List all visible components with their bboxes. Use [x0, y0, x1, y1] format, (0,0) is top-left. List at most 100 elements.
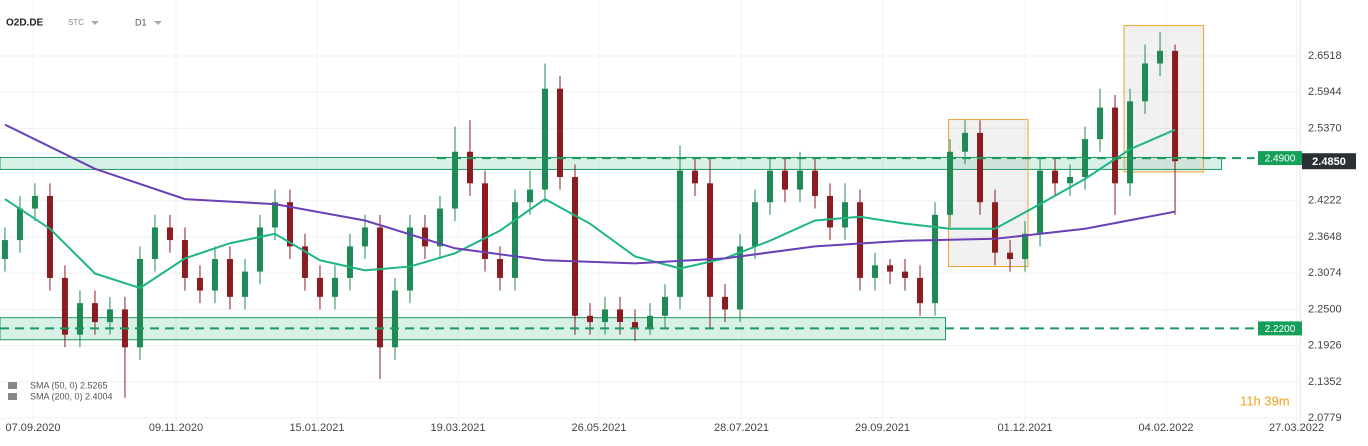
candle-body: [211, 258, 218, 291]
candle-body: [1157, 50, 1164, 64]
y-tick-label: 2.1352: [1308, 376, 1342, 388]
candle-body: [136, 258, 143, 348]
candle-body: [286, 202, 293, 247]
candle-body: [812, 170, 819, 196]
candle-body: [692, 170, 699, 184]
candle-body: [586, 315, 593, 323]
price-tag: [1302, 153, 1356, 170]
candle-body: [466, 151, 473, 184]
x-tick-label: 26.05.2021: [571, 422, 626, 434]
candle-body: [481, 183, 488, 259]
x-tick-label: 04.02.2022: [1139, 422, 1194, 434]
plot: [0, 0, 1300, 430]
candle-body: [647, 315, 653, 329]
candle-body: [857, 202, 864, 278]
level-tag: [1258, 321, 1302, 336]
candle-body: [406, 227, 413, 291]
zone: [0, 156, 1223, 170]
candle-body: [932, 214, 939, 304]
y-tick-label: 2.3074: [1308, 267, 1342, 279]
candle-body: [1022, 233, 1029, 259]
x-tick-label: 01.12.2021: [997, 422, 1052, 434]
y-tick-label: 2.5944: [1308, 86, 1342, 98]
x-tick-label: 27.03.2022: [1269, 422, 1324, 434]
x-tick-label: 19.03.2021: [430, 422, 485, 434]
candle-body: [1, 240, 8, 259]
candle-body: [496, 258, 503, 278]
sma-line: [4, 123, 1176, 265]
dropdown-icon[interactable]: [91, 21, 99, 25]
candle-body: [1067, 176, 1074, 184]
candle-body: [782, 170, 789, 190]
candle-body: [1112, 107, 1119, 184]
candle-body: [662, 296, 669, 316]
candle-body: [1007, 252, 1014, 259]
y-tick-label: 2.5370: [1308, 122, 1342, 134]
candle-body: [917, 277, 924, 304]
candle-body: [166, 227, 173, 241]
candle-body: [872, 265, 879, 278]
interval[interactable]: D1: [135, 17, 147, 27]
candle-body: [1172, 50, 1179, 162]
candle-body: [1037, 170, 1044, 234]
candle-body: [421, 227, 428, 247]
candle-body: [767, 170, 774, 203]
legend-entry: SMA (200, 0) 2.4004: [30, 391, 113, 401]
candle-body: [1142, 63, 1149, 102]
candle-body: [842, 202, 849, 228]
timer: 11h 39m: [1240, 393, 1290, 408]
x-tick-label: 09.11.2020: [149, 422, 203, 434]
level-tag: [1258, 151, 1302, 166]
candle-body: [106, 309, 113, 323]
candle-body: [677, 170, 684, 297]
candle-body: [361, 227, 368, 247]
candle-body: [947, 151, 954, 215]
y-tick-label: 2.3648: [1308, 231, 1342, 243]
level-label: 2.2200: [1265, 324, 1296, 335]
legend-icon: [8, 382, 17, 389]
candle-body: [722, 296, 729, 310]
candle-body: [977, 132, 984, 203]
x-tick-label: 29.09.2021: [855, 422, 910, 434]
candle-body: [752, 202, 759, 247]
candle-body: [601, 309, 608, 323]
candle-body: [737, 246, 744, 310]
candle-body: [511, 202, 518, 278]
candle-body: [91, 303, 98, 323]
candle-body: [61, 277, 68, 335]
y-tick-label: 2.0779: [1308, 412, 1342, 424]
y-tick-label: 2.2500: [1308, 303, 1342, 315]
market[interactable]: STC: [68, 18, 84, 27]
candle-body: [556, 88, 563, 177]
candle-body: [391, 290, 398, 348]
price-label: 2.4850: [1312, 156, 1346, 168]
highlight-box: [1123, 25, 1205, 173]
legend-icon: [8, 393, 17, 400]
candle-body: [797, 170, 804, 190]
candle-body: [301, 246, 308, 278]
candle-body: [902, 271, 909, 278]
dropdown-icon[interactable]: [154, 21, 162, 25]
candle-body: [571, 176, 578, 316]
legend-entry: SMA (50, 0) 2.5265: [30, 380, 108, 390]
candle-body: [436, 208, 443, 247]
x-tick-label: 28.07.2021: [714, 422, 769, 434]
candle-body: [962, 132, 969, 152]
y-tick-label: 2.4222: [1308, 195, 1342, 207]
candle-body: [1097, 107, 1104, 140]
level-label: 2.4900: [1265, 154, 1296, 165]
candle-body: [1052, 170, 1059, 184]
candle-body: [16, 208, 23, 241]
candle-body: [616, 309, 623, 323]
candle-body: [631, 322, 638, 329]
candle-body: [316, 277, 323, 297]
x-tick-label: 15.01.2021: [289, 422, 344, 434]
symbol[interactable]: O2D.DE: [6, 18, 44, 29]
y-tick-label: 2.6518: [1308, 50, 1342, 62]
candle-body: [241, 271, 248, 297]
candle-body: [31, 195, 38, 209]
candle-body: [827, 195, 834, 228]
highlight-box: [948, 119, 1029, 268]
y-tick-label: 2.1926: [1308, 340, 1342, 352]
